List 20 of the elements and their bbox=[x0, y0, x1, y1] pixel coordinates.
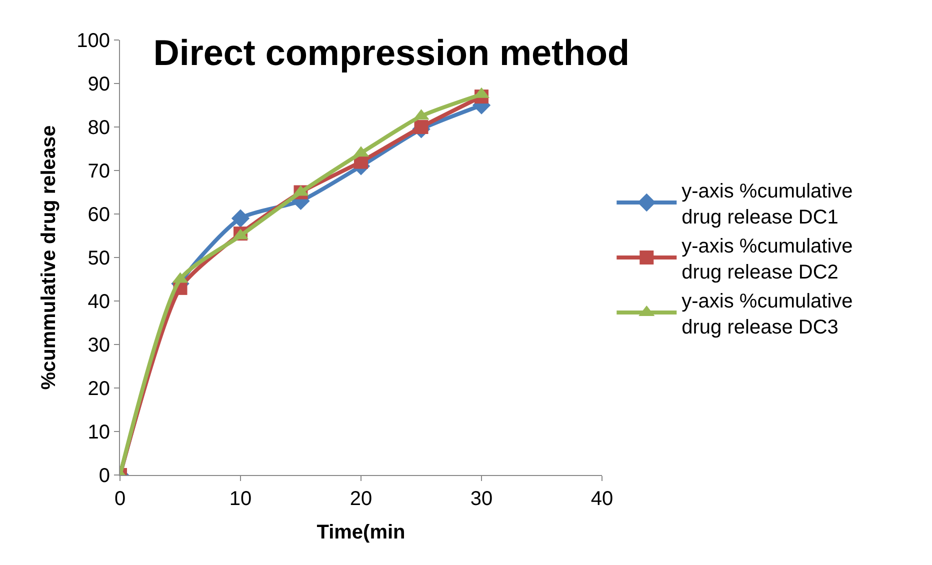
x-tick-label: 40 bbox=[590, 488, 614, 510]
x-tick-label: 10 bbox=[229, 488, 252, 510]
x-tick-label: 0 bbox=[114, 488, 126, 510]
y-tick-label: 40 bbox=[88, 291, 110, 313]
y-tick-label: 80 bbox=[88, 117, 110, 139]
x-tick-label: 20 bbox=[350, 488, 372, 510]
y-tick-label: 60 bbox=[88, 204, 110, 226]
legend-label: y-axis %cumulative drug release DC3 bbox=[682, 290, 853, 338]
y-tick-label: 30 bbox=[88, 334, 110, 356]
y-axis-title: %cummulative drug release bbox=[38, 125, 60, 390]
y-tick-label: 0 bbox=[98, 465, 110, 487]
x-axis-title: Time(min bbox=[316, 522, 406, 544]
y-tick-label: 20 bbox=[88, 378, 110, 400]
y-tick-label: 100 bbox=[76, 30, 110, 52]
y-tick-label: 70 bbox=[88, 160, 110, 182]
chart-title: Direct compression method bbox=[153, 32, 630, 73]
x-tick-label: 30 bbox=[470, 488, 493, 510]
y-tick-label: 90 bbox=[88, 74, 110, 96]
y-tick-label: 50 bbox=[88, 248, 110, 270]
y-tick-label: 10 bbox=[88, 422, 110, 444]
